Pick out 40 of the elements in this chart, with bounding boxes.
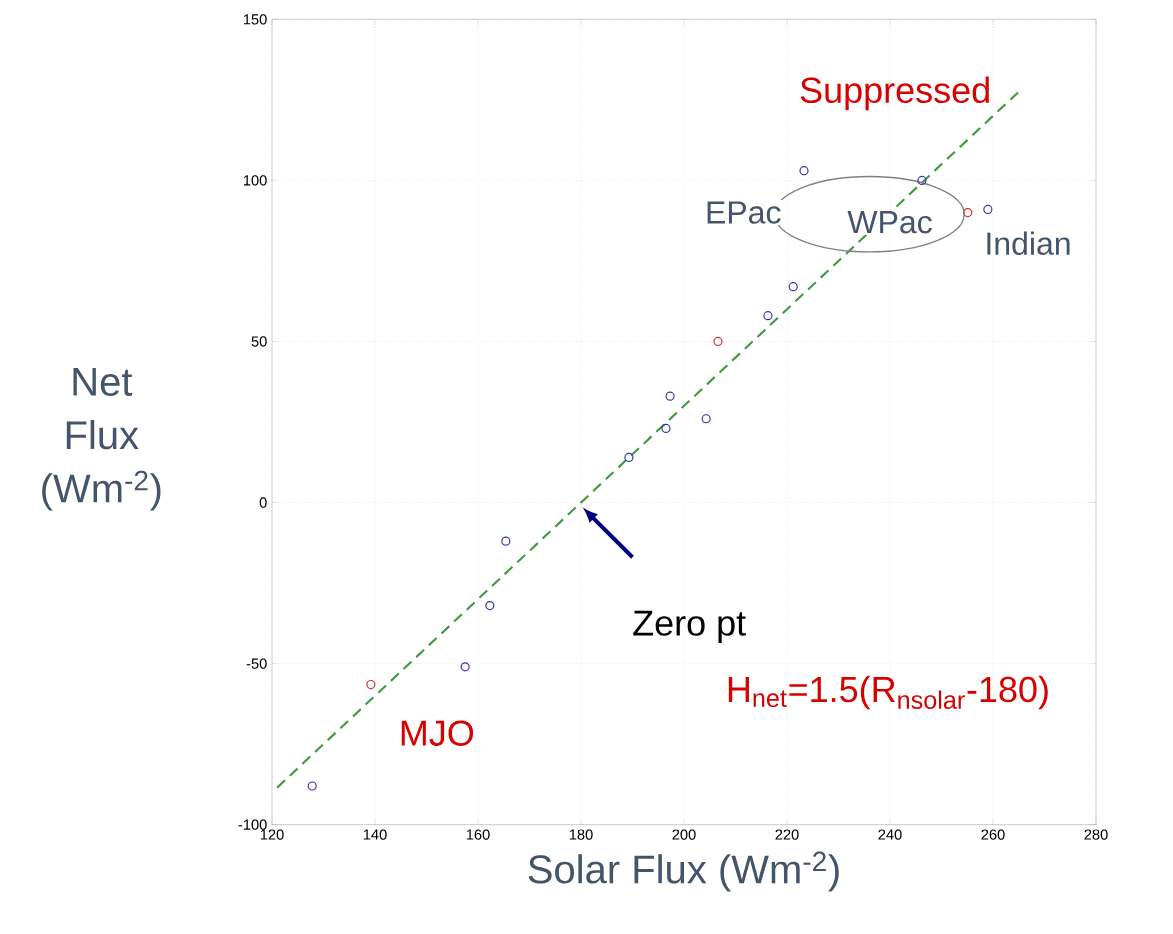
point — [665, 391, 675, 401]
y-axis-title: Net Flux (Wm$^{-2}$) — [42, 368, 161, 511]
point — [701, 414, 711, 424]
annotation: Indian — [987, 231, 1070, 255]
point — [963, 208, 973, 218]
x-tick-label: 200 — [672, 829, 696, 840]
point — [713, 336, 723, 347]
x-tick-label: 120 — [260, 829, 284, 840]
point — [983, 204, 993, 214]
x-tick-label: 220 — [775, 829, 799, 840]
annotation: H$_{net}$=1.5(R$_{nsolar}$-180) — [728, 675, 1048, 710]
y-tick-label: 50 — [251, 336, 267, 347]
y-tick-label: -100 — [238, 819, 267, 830]
point — [501, 536, 511, 546]
annotation: Zero pt — [633, 610, 746, 643]
y-tick-label: -50 — [246, 658, 267, 669]
x-axis-title: Solar Flux (Wm$^{-2}$) — [528, 851, 839, 892]
annotation: EPac — [707, 201, 781, 224]
point — [624, 452, 634, 463]
point — [917, 175, 927, 185]
point — [763, 311, 773, 321]
annotation: WPac — [847, 211, 932, 234]
x-tick-label: 180 — [569, 829, 593, 840]
y-tick-label: 150 — [243, 14, 267, 25]
point — [485, 601, 495, 611]
y-tick-label: 0 — [259, 497, 267, 508]
y-tick-label: 100 — [243, 175, 267, 186]
x-tick-label: 260 — [981, 829, 1005, 840]
point — [460, 662, 470, 672]
annotation: MJO — [401, 720, 474, 746]
annotation: Suppressed — [800, 76, 989, 111]
point — [799, 166, 809, 176]
point — [366, 679, 376, 690]
point — [788, 282, 798, 292]
x-tick-label: 280 — [1084, 829, 1108, 840]
point — [661, 423, 671, 434]
point — [307, 781, 317, 791]
x-tick-label: 160 — [466, 829, 490, 840]
x-tick-label: 240 — [878, 829, 902, 840]
x-tick-label: 140 — [363, 829, 387, 840]
